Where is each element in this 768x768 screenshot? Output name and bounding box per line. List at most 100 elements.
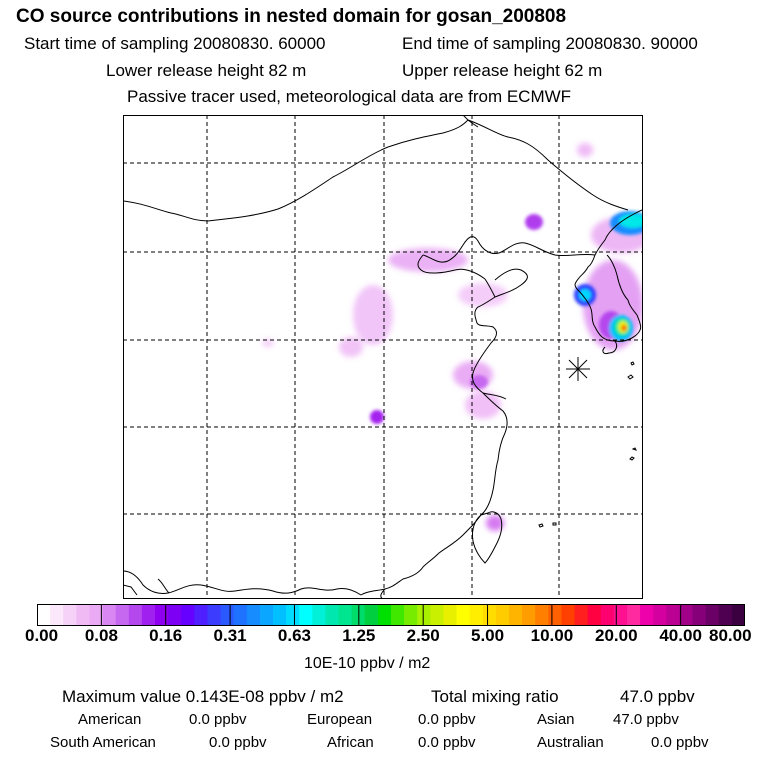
colorbar <box>37 604 745 626</box>
colorbar-cell <box>168 604 182 626</box>
map-frame <box>123 115 643 599</box>
colorbar-cell <box>246 604 261 626</box>
concentration-field <box>262 143 642 531</box>
colorbar-cell <box>666 604 681 626</box>
colorbar-tick-label: 0.16 <box>149 626 183 645</box>
colorbar-cell <box>115 604 130 626</box>
colorbar-cell <box>194 604 209 626</box>
colorbar-cell <box>155 604 169 626</box>
colorbar-cell <box>535 604 549 626</box>
colorbar-cell <box>692 604 707 626</box>
plume-taiwan <box>486 515 504 531</box>
end-time: End time of sampling 20080830. 90000 <box>402 34 698 53</box>
receptor-star-icon <box>566 357 590 381</box>
colorbar-cell <box>430 604 445 626</box>
colorbar-cell <box>299 604 313 626</box>
colorbar-cell <box>207 604 222 626</box>
colorbar-cell <box>377 604 392 626</box>
plume-east-china-2 <box>465 391 501 419</box>
colorbar-cell <box>63 604 77 626</box>
colorbar-tick-label: 40.00 <box>659 626 702 645</box>
colorbar-cell <box>76 604 91 626</box>
colorbar-cell <box>338 604 353 626</box>
colorbar-cell <box>548 604 563 626</box>
colorbar-tick-label: 10.00 <box>530 626 574 645</box>
plume-central-china <box>339 337 363 357</box>
region-value: 0.0 ppbv <box>209 734 267 751</box>
region-name: South American <box>50 734 156 751</box>
colorbar-cell <box>404 604 418 626</box>
colorbar-cell <box>561 604 576 626</box>
hotspot-seoul-core <box>579 289 591 301</box>
colorbar-cell <box>587 604 602 626</box>
hotspot-busan-peak <box>621 325 627 331</box>
colorbar-cell <box>574 604 589 626</box>
hotspot-yangtze <box>470 375 488 389</box>
region-value: 0.0 ppbv <box>651 734 709 751</box>
colorbar-tick-label: 80.00 <box>709 626 752 645</box>
colorbar-tick-label: 2.50 <box>406 626 440 645</box>
lat-lon-grid <box>123 115 642 598</box>
region-value: 0.0 ppbv <box>418 711 476 728</box>
colorbar-cell <box>233 604 248 626</box>
colorbar-cell <box>600 604 615 626</box>
colorbar-cell <box>50 604 64 626</box>
plot-title: CO source contributions in nested domain… <box>16 6 567 27</box>
small-islands <box>538 361 637 528</box>
colorbar-cell <box>273 604 287 626</box>
colorbar-cell <box>640 604 654 626</box>
hotspot-manchuria <box>525 214 543 230</box>
colorbar-cell <box>181 604 195 626</box>
colorbar-tick-label: 0.63 <box>277 626 311 645</box>
total-mixing-label: Total mixing ratio <box>431 687 559 706</box>
region-name: European <box>307 711 373 728</box>
region-value: 0.0 ppbv <box>189 711 247 728</box>
colorbar-unit: 10E-10 ppbv / m2 <box>304 655 431 672</box>
colorbar-tick-label: 0.00 <box>25 626 59 645</box>
colorbar-tick-label: 5.00 <box>470 626 505 645</box>
colorbar-cell <box>718 604 733 626</box>
colorbar-cell <box>456 604 471 626</box>
coastlines <box>123 115 642 598</box>
colorbar-cell <box>495 604 510 626</box>
region-value: 0.0 ppbv <box>418 734 476 751</box>
colorbar-cell <box>705 604 720 626</box>
lower-release-height: Lower release height 82 m <box>106 61 307 80</box>
plume-japan-sea <box>577 143 593 157</box>
hotspot-vladivostok-core <box>619 214 642 228</box>
colorbar-cell <box>259 604 274 626</box>
colorbar-cell <box>443 604 458 626</box>
colorbar-cell <box>102 604 117 626</box>
map-panel <box>123 115 643 599</box>
colorbar-cell <box>37 604 51 626</box>
colorbar-cell <box>89 604 104 626</box>
upper-release-height: Upper release height 62 m <box>402 61 603 80</box>
colorbar-cell <box>220 604 235 626</box>
region-name: Australian <box>537 734 604 751</box>
hotspot-wuhan <box>370 410 384 424</box>
plume-west <box>262 339 274 347</box>
colorbar-cell <box>325 604 340 626</box>
borders <box>123 119 629 596</box>
colorbar-cell <box>653 604 667 626</box>
colorbar-cell <box>128 604 143 626</box>
region-value: 47.0 ppbv <box>613 711 679 728</box>
total-mixing-value: 47.0 ppbv <box>620 687 695 706</box>
max-value: Maximum value 0.143E-08 ppbv / m2 <box>62 687 344 706</box>
colorbar-tick-label: 1.25 <box>342 626 376 645</box>
region-name: Asian <box>537 711 575 728</box>
colorbar-cell <box>417 604 431 626</box>
region-name: African <box>327 734 374 751</box>
colorbar-tick-label: 20.00 <box>594 626 638 645</box>
colorbar-tick-label: 0.08 <box>84 626 118 645</box>
plume-bohai <box>458 283 508 307</box>
colorbar-cell <box>312 604 327 626</box>
plume-north-china <box>353 285 393 345</box>
colorbar-cell <box>679 604 694 626</box>
colorbar-cell <box>613 604 628 626</box>
colorbar-cell <box>391 604 405 626</box>
region-name: American <box>78 711 142 728</box>
colorbar-cell <box>286 604 300 626</box>
colorbar-tick-label: 0.31 <box>213 626 247 645</box>
colorbar-cell <box>522 604 536 626</box>
